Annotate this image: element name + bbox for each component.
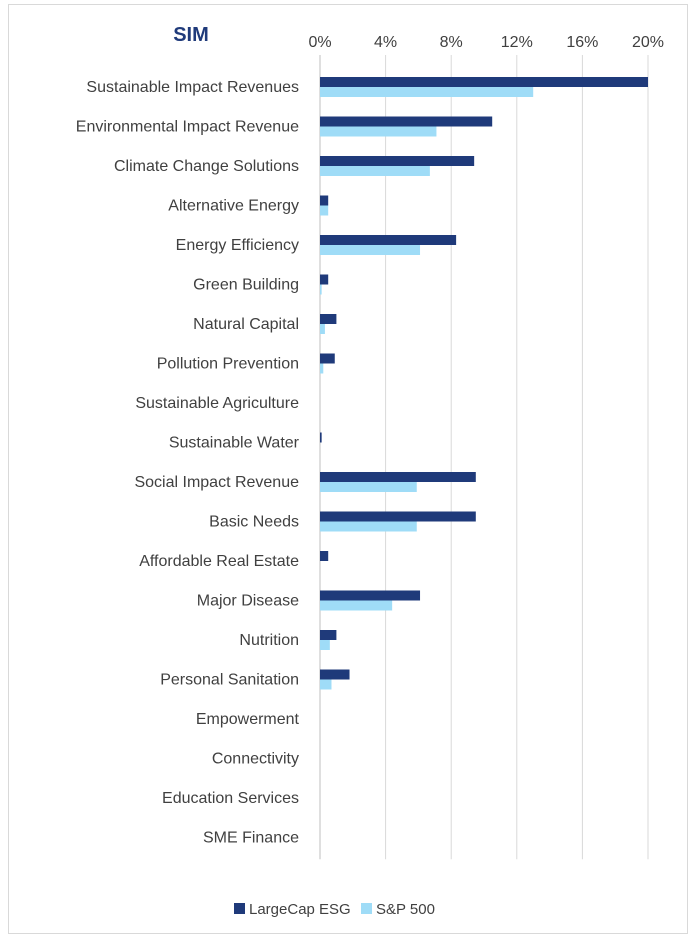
- category-label: Education Services: [162, 790, 299, 807]
- category-label: Pollution Prevention: [157, 356, 299, 373]
- bar-largecap-esg: [320, 590, 421, 601]
- category-label: Sustainable Impact Revenues: [86, 79, 299, 96]
- x-tick-label: 16%: [566, 34, 598, 51]
- chart-frame: SIM 0% 4% 8% 12% 16% 20% Sustainable Impact R…: [8, 4, 688, 934]
- category-label: Environmental Impact Revenue: [76, 119, 299, 136]
- bar-sp500: [320, 640, 330, 650]
- legend-swatch: [234, 903, 245, 914]
- category-label: Empowerment: [196, 711, 300, 728]
- bar-sp500: [320, 205, 329, 216]
- gridlines: [319, 55, 649, 860]
- category-label: Sustainable Agriculture: [135, 395, 299, 412]
- sim-bar-chart: SIM 0% 4% 8% 12% 16% 20% Sustainable Impact R…: [76, 24, 664, 918]
- bar-sp500: [320, 245, 421, 255]
- category-label: Natural Capital: [193, 316, 299, 333]
- bar-largecap-esg: [320, 432, 322, 443]
- legend-label: S&P 500: [376, 901, 435, 918]
- x-tick-label: 12%: [501, 34, 533, 51]
- bar-sp500: [320, 126, 437, 137]
- bar-largecap-esg: [320, 669, 350, 680]
- category-labels: Sustainable Impact Revenues Environmental…: [76, 79, 300, 847]
- bar-sp500: [320, 600, 393, 611]
- category-label: Basic Needs: [209, 514, 299, 531]
- category-label: Affordable Real Estate: [139, 553, 299, 570]
- category-label: Energy Efficiency: [176, 237, 299, 254]
- bar-largecap-esg: [320, 314, 337, 324]
- bar-largecap-esg: [320, 511, 476, 522]
- category-label: Climate Change Solutions: [114, 158, 299, 175]
- bar-largecap-esg: [320, 156, 475, 166]
- legend-label: LargeCap ESG: [249, 901, 351, 918]
- bar-largecap-esg: [320, 195, 329, 206]
- bar-largecap-esg: [320, 77, 648, 87]
- bar-sp500: [320, 679, 332, 690]
- bar-sp500: [320, 482, 417, 492]
- category-label: Social Impact Revenue: [134, 474, 299, 491]
- bars: [320, 77, 648, 690]
- x-axis-ticks: 0% 4% 8% 12% 16% 20%: [308, 34, 664, 51]
- bar-sp500: [320, 363, 324, 374]
- bar-sp500: [320, 166, 430, 176]
- bar-sp500: [320, 521, 417, 532]
- x-tick-label: 8%: [440, 34, 463, 51]
- category-label: Sustainable Water: [169, 435, 300, 452]
- legend-swatch: [361, 903, 372, 914]
- bar-largecap-esg: [320, 116, 493, 127]
- x-tick-label: 20%: [632, 34, 664, 51]
- bar-sp500: [320, 324, 325, 334]
- x-tick-label: 0%: [308, 34, 331, 51]
- legend: LargeCap ESG S&P 500: [234, 901, 435, 918]
- bar-sp500: [320, 284, 322, 295]
- category-label: Green Building: [193, 277, 299, 294]
- bar-largecap-esg: [320, 472, 476, 482]
- bar-largecap-esg: [320, 274, 329, 285]
- x-tick-label: 4%: [374, 34, 397, 51]
- bar-sp500: [320, 87, 534, 97]
- category-label: Nutrition: [239, 632, 299, 649]
- bar-largecap-esg: [320, 551, 329, 561]
- chart-title: SIM: [173, 24, 209, 46]
- category-label: Alternative Energy: [168, 198, 299, 215]
- category-label: SME Finance: [203, 830, 299, 847]
- bar-largecap-esg: [320, 353, 335, 364]
- category-label: Connectivity: [212, 751, 299, 768]
- category-label: Major Disease: [197, 593, 299, 610]
- bar-largecap-esg: [320, 235, 457, 245]
- category-label: Personal Sanitation: [160, 672, 299, 689]
- bar-largecap-esg: [320, 630, 337, 640]
